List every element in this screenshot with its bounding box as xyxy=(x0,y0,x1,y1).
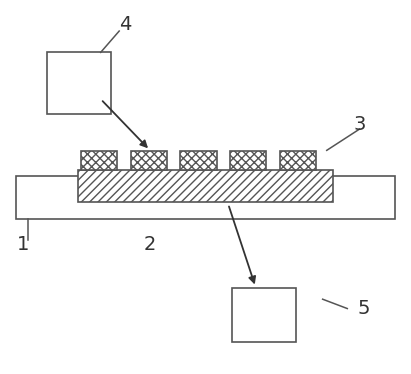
Text: 2: 2 xyxy=(144,236,156,254)
Text: 4: 4 xyxy=(119,15,132,34)
Bar xyxy=(81,151,117,170)
Text: 1: 1 xyxy=(16,236,29,254)
Text: 3: 3 xyxy=(353,115,366,134)
Text: 5: 5 xyxy=(358,299,370,318)
Bar xyxy=(280,151,316,170)
Bar xyxy=(47,52,111,114)
Bar xyxy=(232,288,296,342)
Bar xyxy=(180,151,217,170)
Bar xyxy=(78,170,333,202)
Bar xyxy=(16,176,395,219)
Bar xyxy=(230,151,266,170)
Bar xyxy=(131,151,167,170)
